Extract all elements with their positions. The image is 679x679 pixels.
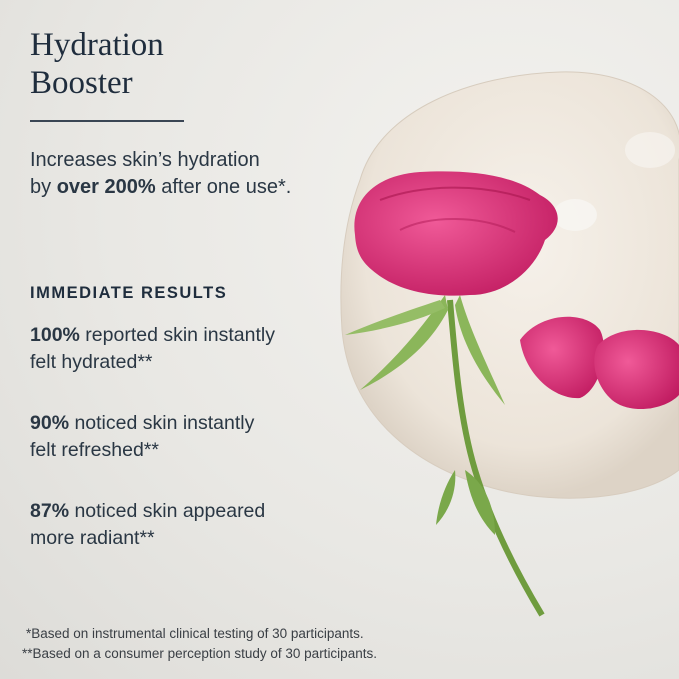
subtitle-highlight: over 200% xyxy=(56,176,156,198)
stat-text-2: more radiant** xyxy=(30,527,155,549)
sepal xyxy=(345,300,445,335)
rose-petal-fold xyxy=(399,218,516,233)
section-heading: IMMEDIATE RESULTS xyxy=(30,284,228,302)
cream-highlight xyxy=(625,132,675,168)
stat-item: 87% noticed skin appeared more radiant** xyxy=(30,498,350,552)
page-title: Hydration Booster xyxy=(30,26,164,102)
cream-highlight xyxy=(553,199,597,231)
stat-text-2: felt hydrated** xyxy=(30,351,153,373)
stat-text: reported skin instantly xyxy=(79,324,275,346)
subtitle-pre: by xyxy=(30,176,57,198)
footnote-1: *Based on instrumental clinical testing … xyxy=(26,626,364,641)
subtitle-line-1: Increases skin’s hydration xyxy=(30,149,260,171)
stat-item: 100% reported skin instantly felt hydrate… xyxy=(30,322,350,376)
rose-petal xyxy=(594,329,679,410)
stat-text-2: felt refreshed** xyxy=(30,439,159,461)
title-divider xyxy=(30,120,184,122)
subtitle-post: after one use*. xyxy=(155,176,292,198)
rose-petal-fold xyxy=(379,186,531,201)
stat-value: 87% xyxy=(30,500,70,522)
stat-value: 100% xyxy=(30,324,80,346)
sepal xyxy=(455,295,505,405)
leaf xyxy=(465,470,495,535)
rose-bloom xyxy=(354,171,558,296)
stem xyxy=(447,299,545,617)
stat-text: noticed skin instantly xyxy=(69,412,255,434)
title-line-1: Hydration xyxy=(30,27,164,63)
stat-item: 90% noticed skin instantly felt refreshed… xyxy=(30,410,350,464)
cream-swatch xyxy=(340,71,679,499)
footnote-2: **Based on a consumer perception study o… xyxy=(22,646,377,661)
subtitle: Increases skin’s hydration by over 200% … xyxy=(30,147,291,201)
stat-value: 90% xyxy=(30,412,70,434)
rose-petal xyxy=(520,316,604,399)
title-line-2: Booster xyxy=(30,65,133,101)
leaf xyxy=(436,470,456,525)
stat-text: noticed skin appeared xyxy=(69,500,266,522)
